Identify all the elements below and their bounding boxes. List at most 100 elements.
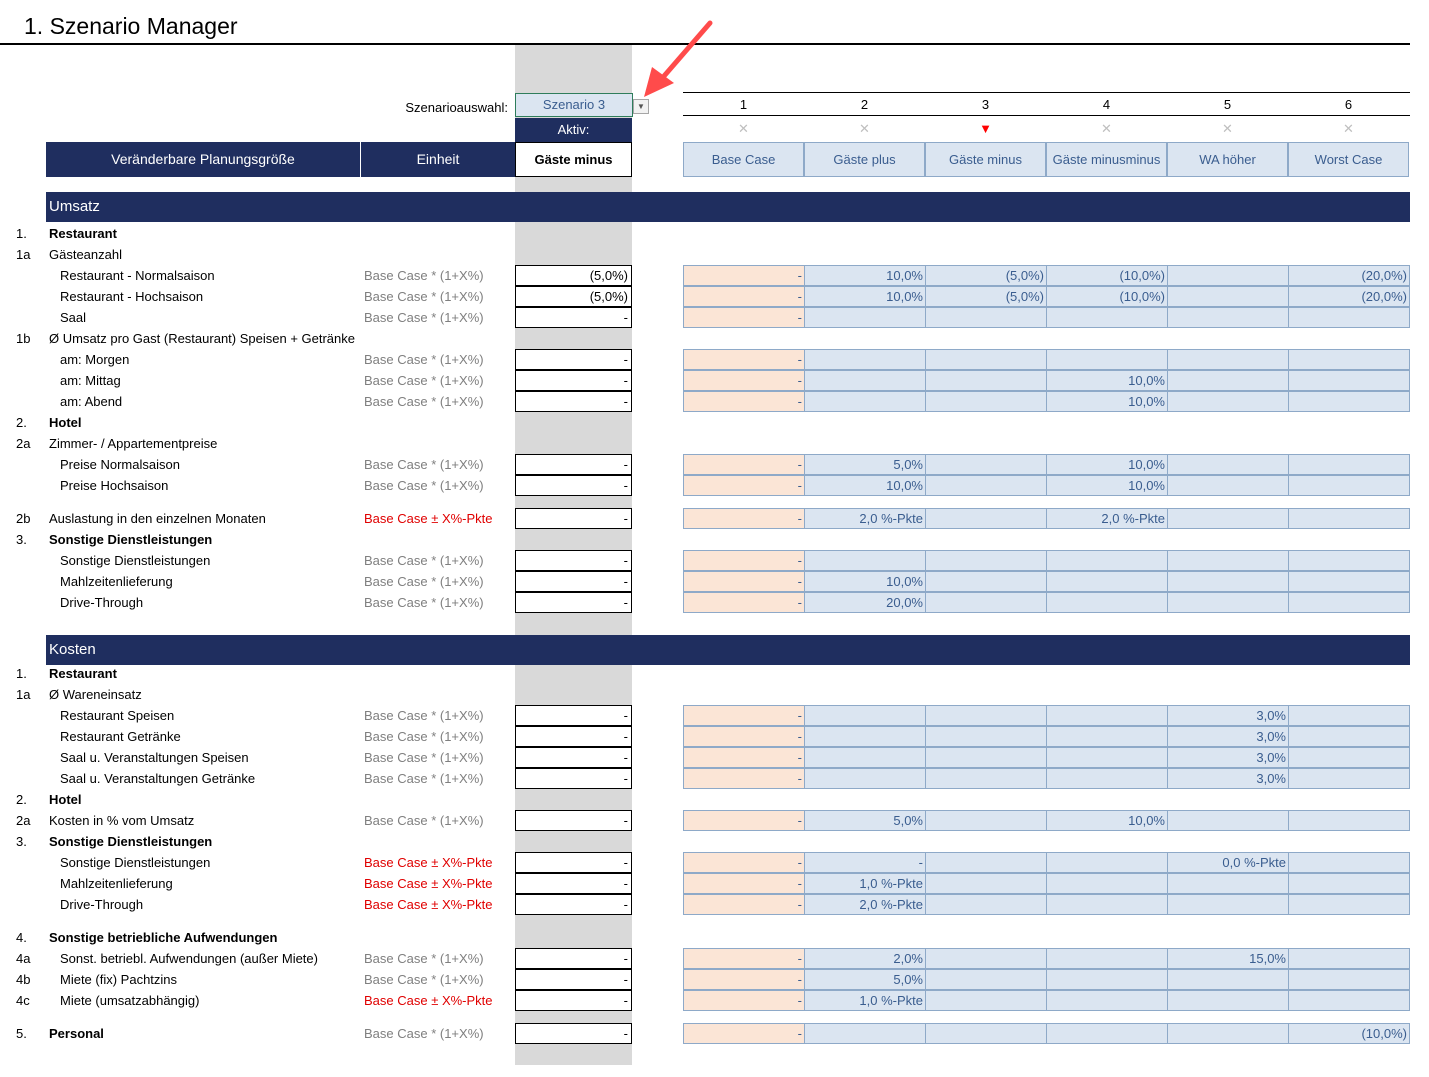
scenario-value-cell[interactable] [804, 768, 926, 789]
scenario-value-cell[interactable]: - [804, 852, 926, 873]
scenario-value-cell[interactable]: 10,0% [1046, 370, 1168, 391]
scenario-value-cell[interactable] [1046, 894, 1168, 915]
scenario-value-cell[interactable]: 10,0% [804, 475, 926, 496]
scenario-value-cell[interactable] [1167, 550, 1289, 571]
scenario-value-cell[interactable]: - [683, 873, 805, 894]
scenario-value-cell[interactable]: 5,0% [804, 454, 926, 475]
scenario-value-cell[interactable] [1046, 349, 1168, 370]
scenario-value-cell[interactable] [1288, 705, 1410, 726]
scenario-value-cell[interactable]: 3,0% [1167, 747, 1289, 768]
scenario-value-cell[interactable] [804, 391, 926, 412]
scenario-value-cell[interactable] [1167, 990, 1289, 1011]
scenario-value-cell[interactable] [1288, 307, 1410, 328]
scenario-value-cell[interactable] [925, 391, 1047, 412]
scenario-value-cell[interactable] [1288, 852, 1410, 873]
scenario-value-cell[interactable] [804, 370, 926, 391]
scenario-value-cell[interactable] [1288, 454, 1410, 475]
scenario-value-cell[interactable]: - [683, 705, 805, 726]
scenario-value-cell[interactable] [925, 592, 1047, 613]
scenario-value-cell[interactable] [1167, 265, 1289, 286]
scenario-value-cell[interactable]: - [683, 391, 805, 412]
scenario-name-2[interactable]: Gäste plus [804, 142, 925, 177]
scenario-value-cell[interactable] [925, 894, 1047, 915]
scenario-value-cell[interactable]: 2,0% [804, 948, 926, 969]
scenario-value-cell[interactable] [804, 349, 926, 370]
scenario-value-cell[interactable]: 2,0 %-Pkte [804, 508, 926, 529]
scenario-value-cell[interactable] [1046, 571, 1168, 592]
scenario-value-cell[interactable] [1288, 768, 1410, 789]
scenario-value-cell[interactable]: 20,0% [804, 592, 926, 613]
scenario-value-cell[interactable] [925, 349, 1047, 370]
scenario-value-cell[interactable] [1167, 894, 1289, 915]
scenario-value-cell[interactable]: 10,0% [804, 265, 926, 286]
scenario-value-cell[interactable] [1288, 592, 1410, 613]
scenario-value-cell[interactable] [1167, 810, 1289, 831]
scenario-value-cell[interactable] [804, 550, 926, 571]
scenario-value-cell[interactable]: 15,0% [1167, 948, 1289, 969]
scenario-value-cell[interactable] [1046, 726, 1168, 747]
scenario-value-cell[interactable] [1046, 852, 1168, 873]
scenario-value-cell[interactable] [925, 571, 1047, 592]
scenario-selector-dropdown[interactable]: Szenario 3 [515, 93, 633, 117]
scenario-value-cell[interactable]: - [683, 454, 805, 475]
scenario-value-cell[interactable] [925, 810, 1047, 831]
chevron-down-icon[interactable]: ▼ [633, 99, 649, 114]
scenario-value-cell[interactable] [925, 370, 1047, 391]
scenario-name-5[interactable]: WA höher [1167, 142, 1288, 177]
scenario-value-cell[interactable]: - [683, 349, 805, 370]
scenario-value-cell[interactable] [1046, 307, 1168, 328]
scenario-value-cell[interactable]: - [683, 508, 805, 529]
scenario-value-cell[interactable] [1046, 550, 1168, 571]
scenario-value-cell[interactable] [925, 969, 1047, 990]
scenario-value-cell[interactable] [1167, 592, 1289, 613]
scenario-value-cell[interactable] [1167, 873, 1289, 894]
scenario-value-cell[interactable]: - [683, 990, 805, 1011]
scenario-value-cell[interactable] [925, 990, 1047, 1011]
scenario-value-cell[interactable]: - [683, 768, 805, 789]
scenario-value-cell[interactable] [1046, 969, 1168, 990]
scenario-value-cell[interactable] [925, 873, 1047, 894]
scenario-value-cell[interactable] [925, 307, 1047, 328]
scenario-value-cell[interactable]: - [683, 852, 805, 873]
scenario-value-cell[interactable] [1167, 370, 1289, 391]
scenario-value-cell[interactable] [1288, 571, 1410, 592]
scenario-value-cell[interactable]: - [683, 265, 805, 286]
scenario-value-cell[interactable]: - [683, 726, 805, 747]
scenario-value-cell[interactable]: 10,0% [1046, 454, 1168, 475]
scenario-value-cell[interactable] [1046, 705, 1168, 726]
scenario-value-cell[interactable] [804, 726, 926, 747]
scenario-value-cell[interactable]: 3,0% [1167, 705, 1289, 726]
scenario-value-cell[interactable] [1046, 768, 1168, 789]
scenario-name-3[interactable]: Gäste minus [925, 142, 1046, 177]
scenario-value-cell[interactable] [1167, 508, 1289, 529]
scenario-value-cell[interactable]: (10,0%) [1046, 286, 1168, 307]
scenario-value-cell[interactable]: - [683, 747, 805, 768]
scenario-value-cell[interactable] [925, 768, 1047, 789]
scenario-value-cell[interactable]: 10,0% [1046, 810, 1168, 831]
scenario-value-cell[interactable]: 10,0% [1046, 391, 1168, 412]
scenario-value-cell[interactable] [1046, 1023, 1168, 1044]
scenario-name-6[interactable]: Worst Case [1288, 142, 1409, 177]
scenario-value-cell[interactable]: - [683, 571, 805, 592]
scenario-value-cell[interactable] [1288, 948, 1410, 969]
scenario-value-cell[interactable]: 10,0% [804, 286, 926, 307]
scenario-value-cell[interactable]: (10,0%) [1288, 1023, 1410, 1044]
scenario-value-cell[interactable]: - [683, 810, 805, 831]
scenario-value-cell[interactable] [925, 1023, 1047, 1044]
scenario-value-cell[interactable]: - [683, 969, 805, 990]
scenario-value-cell[interactable] [804, 705, 926, 726]
scenario-value-cell[interactable]: 10,0% [804, 571, 926, 592]
scenario-value-cell[interactable] [1167, 349, 1289, 370]
scenario-value-cell[interactable]: 5,0% [804, 810, 926, 831]
scenario-value-cell[interactable] [925, 948, 1047, 969]
scenario-value-cell[interactable] [1046, 747, 1168, 768]
scenario-value-cell[interactable] [804, 747, 926, 768]
scenario-value-cell[interactable]: (5,0%) [925, 286, 1047, 307]
scenario-value-cell[interactable]: - [683, 307, 805, 328]
scenario-value-cell[interactable] [1167, 454, 1289, 475]
scenario-value-cell[interactable]: - [683, 894, 805, 915]
scenario-value-cell[interactable]: - [683, 592, 805, 613]
scenario-value-cell[interactable] [925, 550, 1047, 571]
scenario-value-cell[interactable] [1167, 1023, 1289, 1044]
scenario-value-cell[interactable] [1167, 286, 1289, 307]
